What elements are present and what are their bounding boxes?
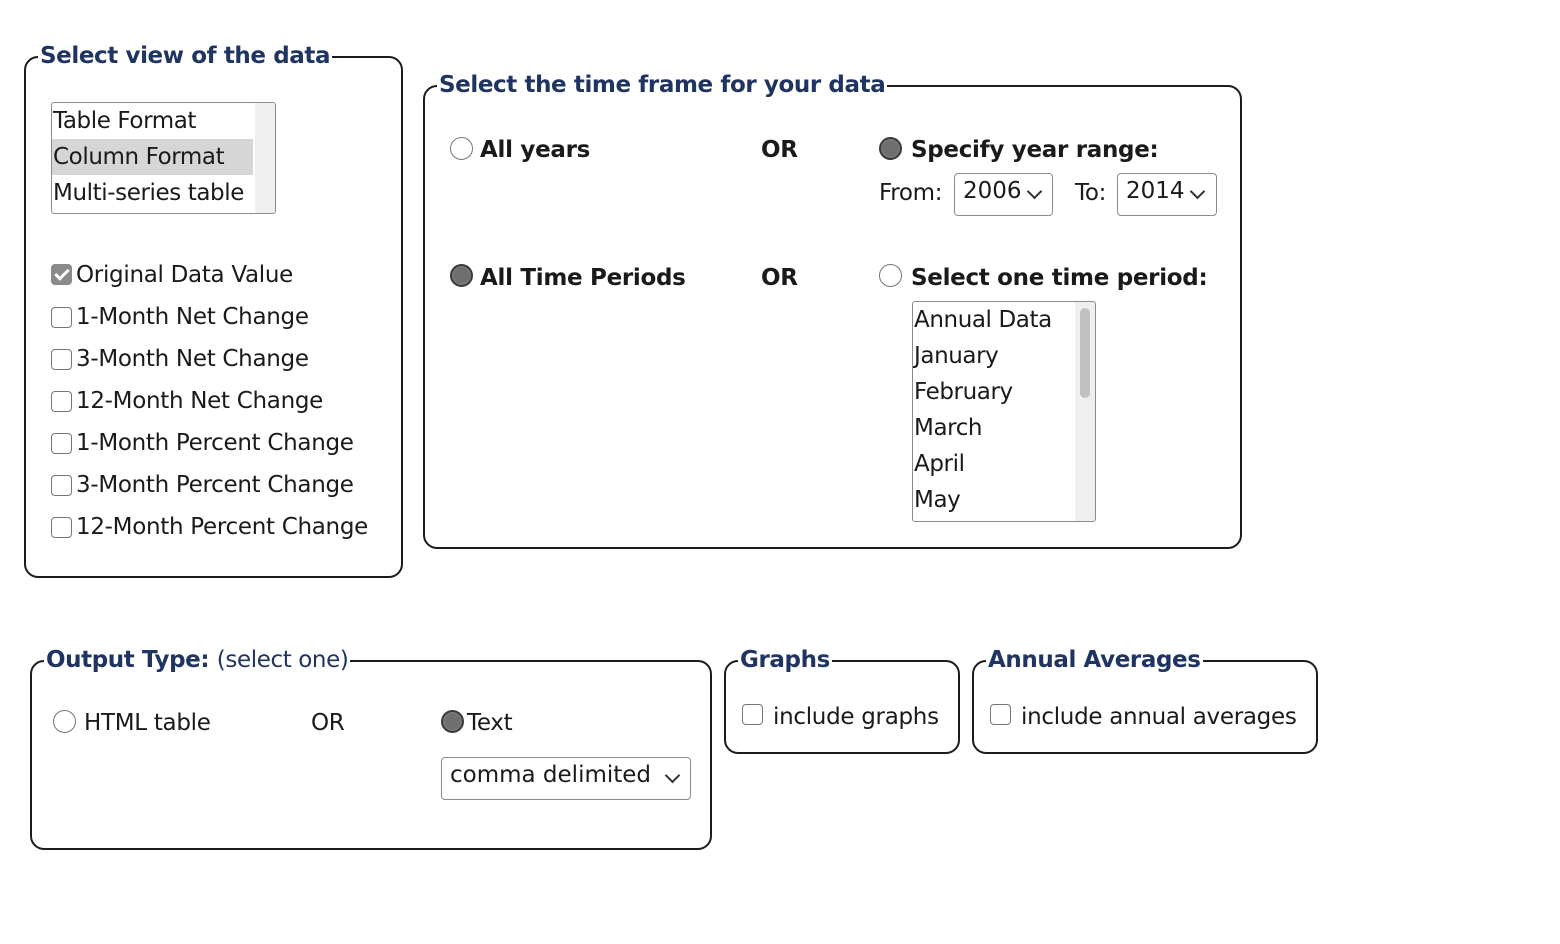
time-period-scrollbar[interactable]: [1075, 302, 1095, 521]
timeframe-fieldset: Select the time frame for your data All …: [423, 70, 1242, 549]
period-option[interactable]: Annual Data: [914, 307, 1052, 333]
3-month-net-change-label: 3-Month Net Change: [76, 346, 309, 372]
original-data-value-checkbox[interactable]: [51, 264, 72, 285]
include-annual-averages-checkbox[interactable]: [990, 704, 1011, 725]
period-option[interactable]: March: [914, 415, 983, 441]
specify-year-range-radio[interactable]: [879, 137, 902, 160]
1-month-percent-change-label: 1-Month Percent Change: [76, 430, 354, 456]
all-years-label: All years: [480, 137, 591, 163]
12-month-net-change-checkbox[interactable]: [51, 391, 72, 412]
period-option[interactable]: May: [914, 487, 961, 513]
to-year-value: 2014: [1126, 178, 1185, 204]
12-month-percent-change-label: 12-Month Percent Change: [76, 514, 368, 540]
output-type-legend-note: (select one): [216, 647, 349, 673]
to-year-select[interactable]: 2014: [1117, 173, 1217, 216]
12-month-net-change-label: 12-Month Net Change: [76, 388, 324, 414]
or-separator-output: OR: [311, 710, 345, 736]
or-separator-periods: OR: [761, 265, 798, 291]
select-one-time-period-radio[interactable]: [879, 264, 902, 287]
period-option[interactable]: February: [914, 379, 1013, 405]
format-listbox[interactable]: Table Format Column Format Multi-series …: [51, 102, 276, 214]
graphs-legend: Graphs: [738, 645, 832, 675]
output-type-legend: Output Type: (select one): [44, 645, 351, 675]
graphs-fieldset: Graphs include graphs: [724, 645, 960, 754]
1-month-net-change-checkbox[interactable]: [51, 307, 72, 328]
3-month-percent-change-label: 3-Month Percent Change: [76, 472, 354, 498]
3-month-percent-change-checkbox[interactable]: [51, 475, 72, 496]
period-option[interactable]: January: [914, 343, 999, 369]
time-period-listbox[interactable]: Annual Data January February March April…: [912, 301, 1096, 522]
format-option-table[interactable]: Table Format: [53, 108, 197, 134]
original-data-value-label: Original Data Value: [76, 262, 294, 288]
include-annual-averages-label: include annual averages: [1021, 704, 1297, 730]
all-years-radio[interactable]: [450, 137, 473, 160]
all-time-periods-label: All Time Periods: [480, 265, 686, 291]
3-month-net-change-checkbox[interactable]: [51, 349, 72, 370]
text-radio[interactable]: [441, 710, 464, 733]
chevron-down-icon: [664, 767, 681, 784]
specify-year-range-label: Specify year range:: [911, 137, 1159, 163]
view-fieldset: Select view of the data Table Format Col…: [24, 41, 403, 578]
format-option-column[interactable]: Column Format: [52, 139, 253, 175]
timeframe-legend: Select the time frame for your data: [437, 70, 888, 100]
include-graphs-checkbox[interactable]: [742, 704, 763, 725]
output-type-legend-title: Output Type:: [46, 647, 210, 673]
1-month-percent-change-checkbox[interactable]: [51, 433, 72, 454]
format-listbox-scrollbar[interactable]: [255, 103, 275, 213]
to-label: To:: [1075, 180, 1107, 206]
chevron-down-icon: [1189, 183, 1206, 200]
text-label: Text: [467, 710, 513, 736]
annual-averages-legend: Annual Averages: [986, 645, 1203, 675]
view-legend: Select view of the data: [38, 41, 333, 71]
select-one-time-period-label: Select one time period:: [911, 265, 1208, 291]
html-table-radio[interactable]: [53, 710, 76, 733]
html-table-label: HTML table: [84, 710, 211, 736]
time-period-scroll-thumb[interactable]: [1080, 308, 1090, 398]
from-year-select[interactable]: 2006: [954, 173, 1053, 216]
output-type-fieldset: Output Type: (select one) HTML table OR …: [30, 645, 712, 850]
chevron-down-icon: [1026, 183, 1043, 200]
1-month-net-change-label: 1-Month Net Change: [76, 304, 309, 330]
all-time-periods-radio[interactable]: [450, 264, 473, 287]
or-separator-years: OR: [761, 137, 798, 163]
annual-averages-fieldset: Annual Averages include annual averages: [972, 645, 1318, 754]
12-month-percent-change-checkbox[interactable]: [51, 517, 72, 538]
period-option[interactable]: April: [914, 451, 965, 477]
format-option-multiseries[interactable]: Multi-series table: [53, 180, 244, 206]
from-label: From:: [879, 180, 943, 206]
text-format-select[interactable]: comma delimited: [441, 757, 691, 800]
from-year-value: 2006: [963, 178, 1022, 204]
text-format-value: comma delimited: [450, 762, 652, 788]
include-graphs-label: include graphs: [773, 704, 939, 730]
